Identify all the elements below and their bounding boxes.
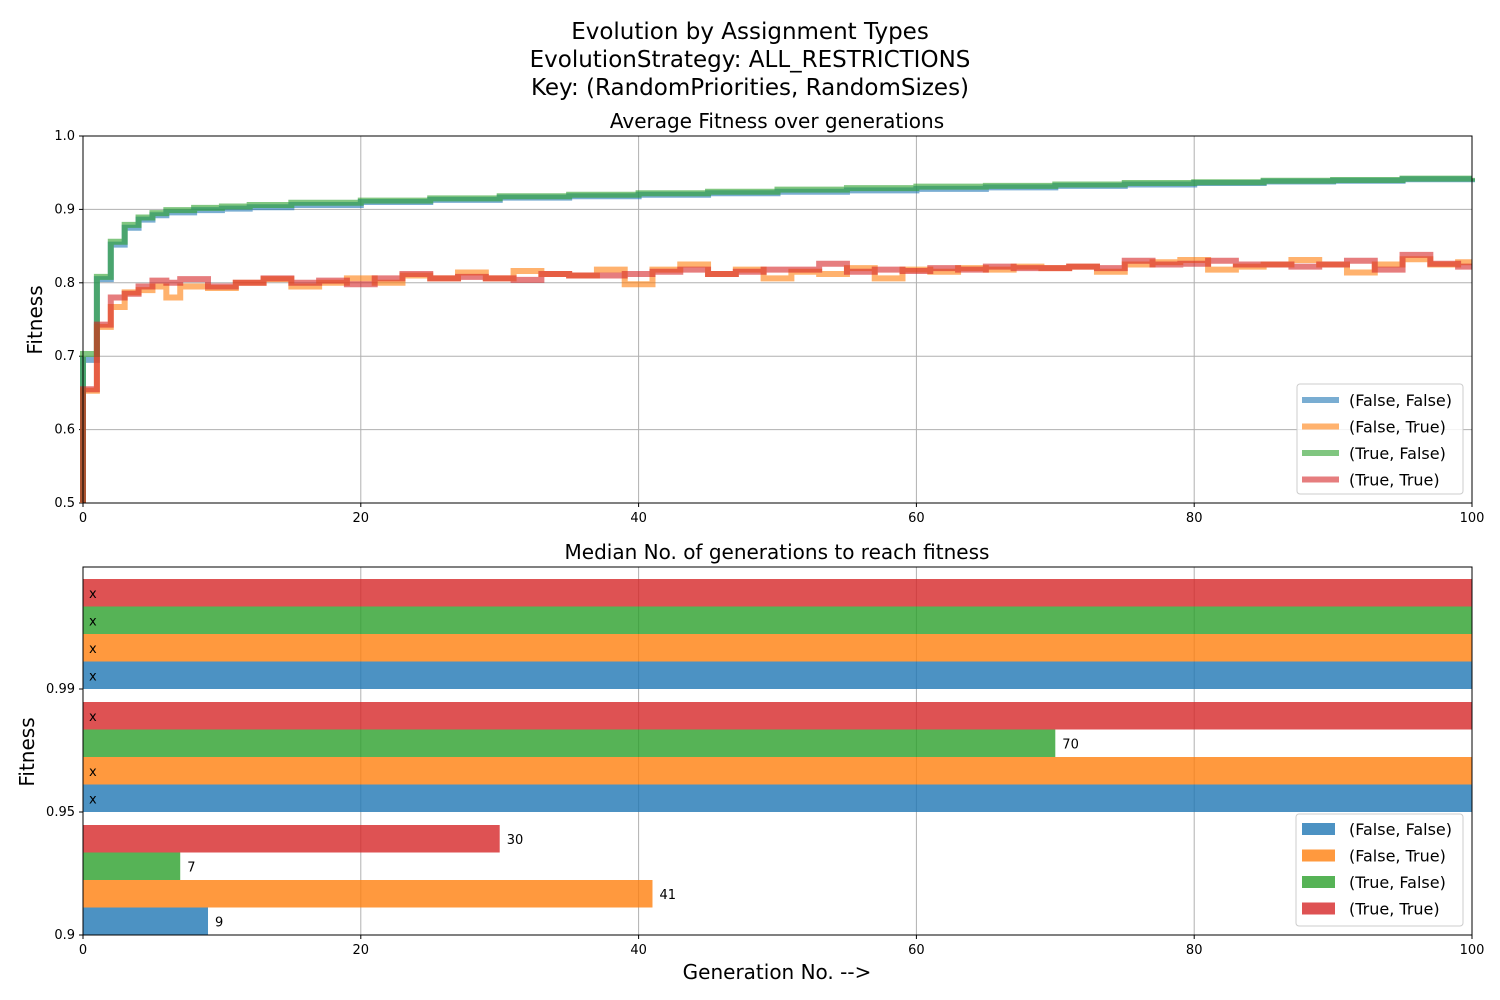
- bar-chart-legend: (False, False) (False, True) (True, False)…: [1295, 813, 1464, 927]
- bar-chart-xtick-label: 80: [1186, 943, 1203, 958]
- suptitle-line-3: Key: (RandomPriorities, RandomSizes): [531, 75, 969, 101]
- bar-value-label: x: [89, 710, 97, 725]
- bar-chart-ytick-label: 0.9: [54, 928, 75, 943]
- line-chart-xtick-label: 80: [1186, 511, 1203, 526]
- bar-true-true-0-9: [83, 825, 500, 853]
- line-chart-xtick-label: 100: [1460, 511, 1485, 526]
- line-chart-ytick-label: 0.6: [54, 423, 75, 438]
- bar-chart-ytick-label: 0.99: [46, 682, 75, 697]
- bar-chart-xtick-label: 20: [353, 943, 370, 958]
- series-line-false-true: [80, 256, 1472, 503]
- bar-true-true-0-95: [83, 702, 1472, 730]
- bar-chart-title: Median No. of generations to reach fitne…: [565, 540, 990, 564]
- bar-value-label: x: [89, 642, 97, 657]
- bar-value-label: 30: [507, 833, 524, 848]
- bar-legend-label: (False, True): [1349, 847, 1446, 866]
- series-line-false-false: [80, 176, 1475, 503]
- bar-chart-ytick-label: 0.95: [46, 805, 75, 820]
- line-chart-frame: [82, 135, 1473, 504]
- line-chart-xtick-label: 20: [353, 511, 370, 526]
- bar-chart-xtick-label: 100: [1460, 943, 1485, 958]
- line-legend-box: [1296, 383, 1464, 495]
- bar-value-label: 7: [187, 860, 195, 875]
- line-chart-ylabel: Fitness: [23, 285, 47, 354]
- bar-value-label: 70: [1062, 737, 1079, 752]
- bar-chart-xtick-label: 40: [630, 943, 647, 958]
- bar-false-false-0-9: [83, 907, 209, 935]
- line-legend-label: (True, False): [1349, 444, 1446, 463]
- bar-legend-swatch: [1302, 849, 1335, 862]
- line-chart-xtick-label: 40: [630, 511, 647, 526]
- bar-chart-xlabel: Generation No. -->: [683, 960, 872, 984]
- line-chart-legend: (False, False) (False, True) (True, False)…: [1296, 383, 1464, 495]
- line-chart-average-fitness: Average Fitness over generations Fitness…: [23, 109, 1484, 526]
- line-legend-label: (True, True): [1349, 471, 1440, 490]
- bar-value-label: 41: [659, 888, 676, 903]
- series-line-true-false: [80, 175, 1475, 503]
- bar-false-true-0-9: [83, 880, 653, 908]
- line-chart-ytick-label: 0.8: [54, 276, 75, 291]
- bar-legend-box: [1295, 813, 1464, 927]
- bar-legend-swatch: [1302, 823, 1335, 835]
- line-chart-title: Average Fitness over generations: [610, 109, 944, 133]
- bar-chart-ylabel: Fitness: [15, 717, 39, 786]
- line-chart-ytick-label: 1.0: [54, 129, 75, 144]
- line-chart-ytick-label: 0.5: [54, 496, 75, 511]
- suptitle-line-1: Evolution by Assignment Types: [571, 19, 929, 45]
- bar-chart-frame: [82, 566, 1473, 936]
- bar-chart-xtick-label: 60: [908, 943, 925, 958]
- bar-value-label: x: [89, 614, 97, 629]
- line-legend-label: (False, False): [1349, 391, 1452, 410]
- bar-legend-label: (True, False): [1349, 873, 1446, 892]
- bar-true-false-0-95: [83, 729, 1056, 757]
- bar-value-label: x: [89, 669, 97, 684]
- bar-true-false-0-9: [83, 852, 181, 880]
- bar-value-label: x: [89, 765, 97, 780]
- bar-false-true-0-95: [83, 757, 1472, 785]
- suptitle-line-2: EvolutionStrategy: ALL_RESTRICTIONS: [530, 47, 971, 73]
- bar-chart-xtick-label: 0: [79, 943, 87, 958]
- line-chart-xtick-label: 60: [908, 511, 925, 526]
- line-chart-xtick-label: 0: [79, 511, 87, 526]
- line-chart-ytick-label: 0.7: [54, 349, 75, 364]
- suptitle: Evolution by Assignment Types EvolutionS…: [530, 19, 971, 101]
- bar-true-false-0-99: [83, 606, 1472, 634]
- bar-legend-label: (True, True): [1349, 900, 1440, 919]
- bar-legend-label: (False, False): [1349, 820, 1452, 839]
- bar-value-label: x: [89, 587, 97, 602]
- bar-false-false-0-99: [83, 661, 1472, 689]
- bar-chart-median-generations: Median No. of generations to reach fitne…: [15, 540, 1484, 984]
- bar-value-label: x: [89, 792, 97, 807]
- line-legend-label: (False, True): [1349, 418, 1446, 437]
- bar-false-false-0-95: [83, 784, 1472, 812]
- bar-value-label: 9: [215, 915, 223, 930]
- bar-legend-swatch: [1302, 902, 1335, 915]
- bar-true-true-0-99: [83, 579, 1472, 607]
- series-line-true-true: [80, 251, 1472, 503]
- bar-false-true-0-99: [83, 634, 1472, 662]
- line-chart-ytick-label: 0.9: [54, 202, 75, 217]
- bar-legend-swatch: [1302, 876, 1335, 888]
